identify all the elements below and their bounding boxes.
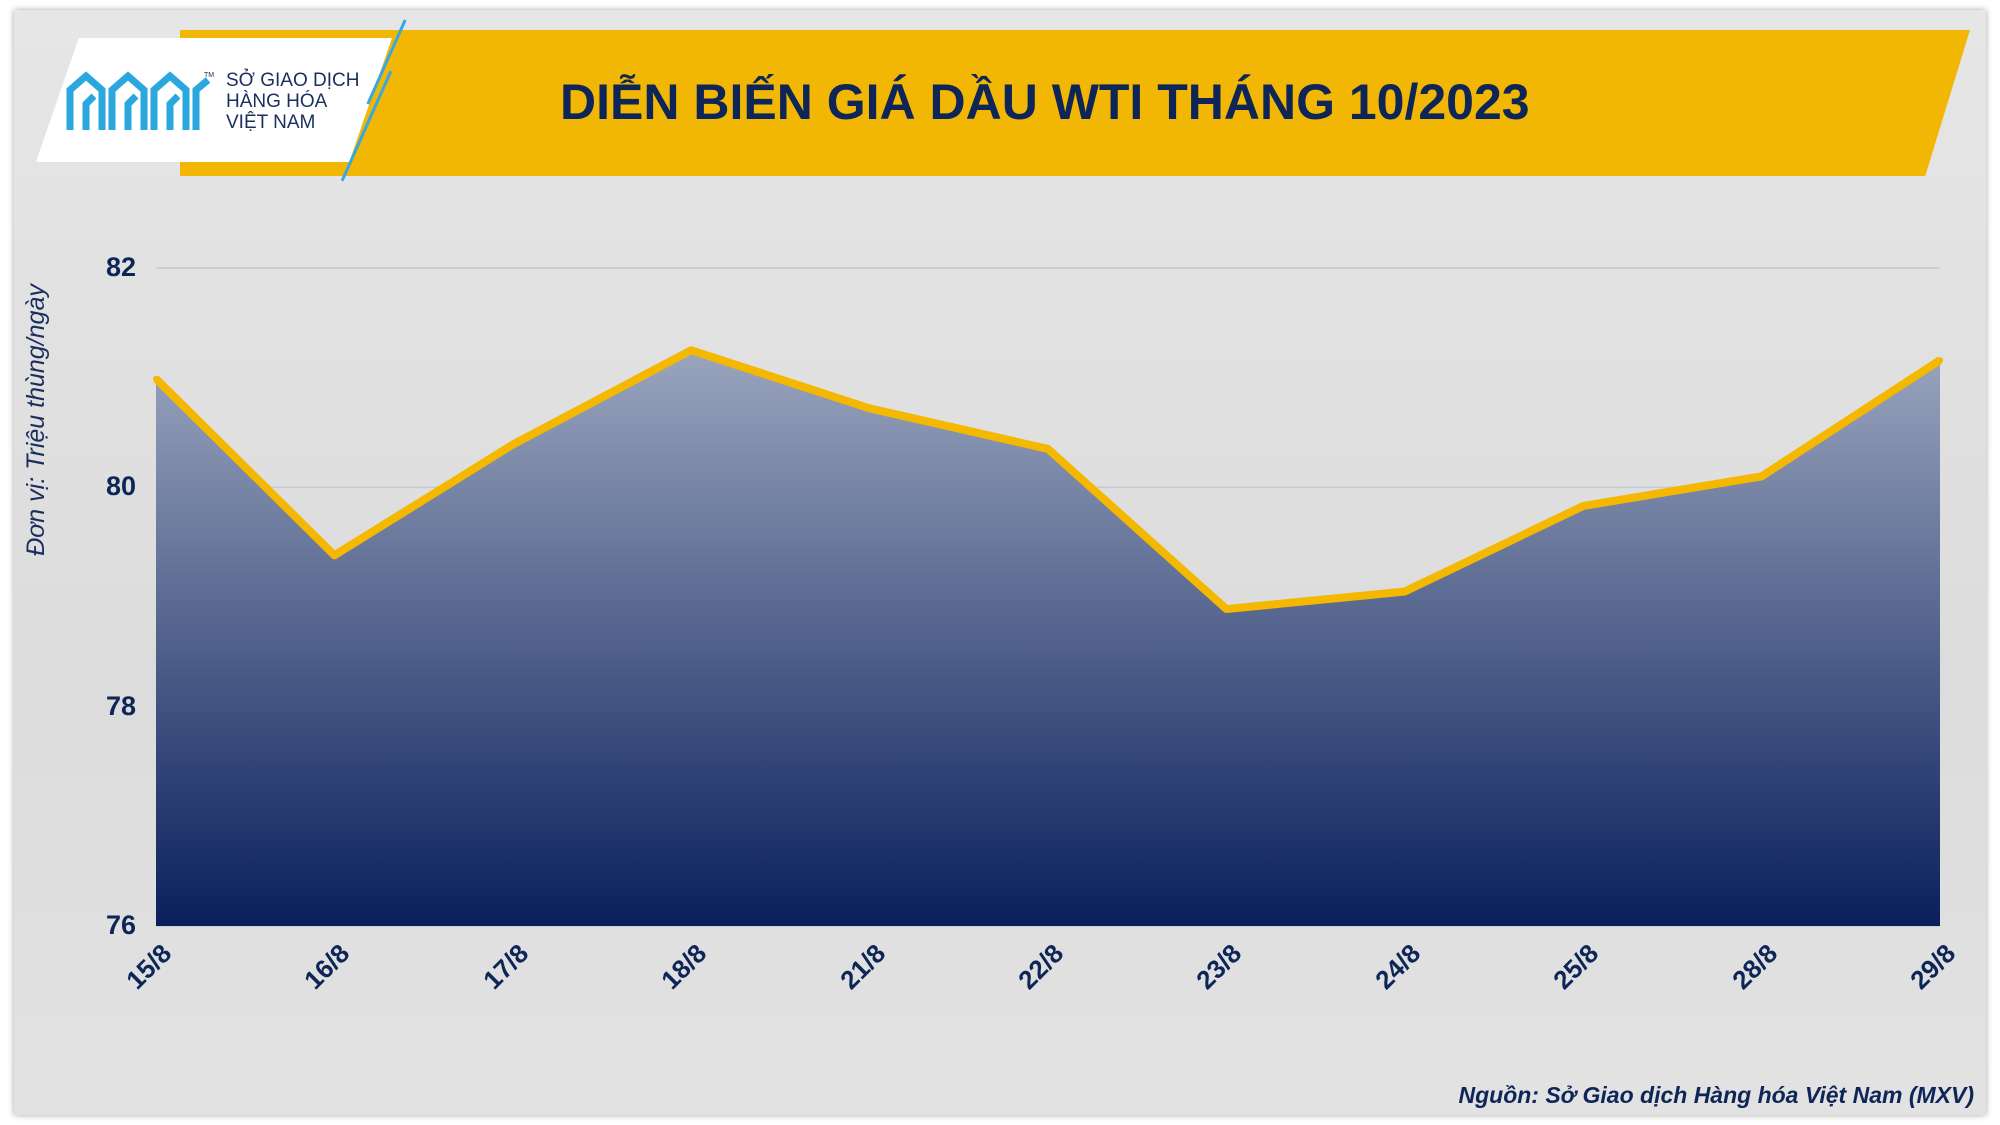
data-point <box>688 347 695 354</box>
mxv-logo-icon <box>66 71 211 130</box>
logo-line-1: SỞ GIAO DỊCH <box>226 70 360 91</box>
y-axis-label: Đơn vị: Triệu thùng/ngày <box>22 284 50 556</box>
data-point <box>1223 606 1230 613</box>
y-tick-label: 82 <box>105 252 136 282</box>
y-tick-label: 76 <box>105 910 136 940</box>
logo-text: SỞ GIAO DỊCH HÀNG HÓA VIỆT NAM <box>226 70 376 133</box>
data-point <box>1580 502 1587 509</box>
chart-title: DIỄN BIẾN GIÁ DẦU WTI THÁNG 10/2023 <box>560 74 1530 130</box>
source-note: Nguồn: Sở Giao dịch Hàng hóa Việt Nam (M… <box>1458 1082 1974 1108</box>
y-tick-label: 78 <box>105 690 136 721</box>
title-band <box>180 30 1970 176</box>
data-point <box>1937 357 1943 364</box>
data-point <box>509 441 516 448</box>
data-point <box>866 405 873 412</box>
data-point <box>153 375 159 382</box>
data-point <box>1758 473 1765 480</box>
data-point <box>1045 445 1051 452</box>
trademark: TM <box>204 72 215 79</box>
data-point <box>331 552 338 559</box>
logo-line-3: VIỆT NAM <box>226 112 316 133</box>
logo-line-2: HÀNG HÓA <box>226 91 328 112</box>
logo-card <box>36 38 392 162</box>
area-fill <box>156 350 1940 926</box>
y-tick-label: 80 <box>105 471 136 502</box>
data-point <box>1401 588 1408 595</box>
